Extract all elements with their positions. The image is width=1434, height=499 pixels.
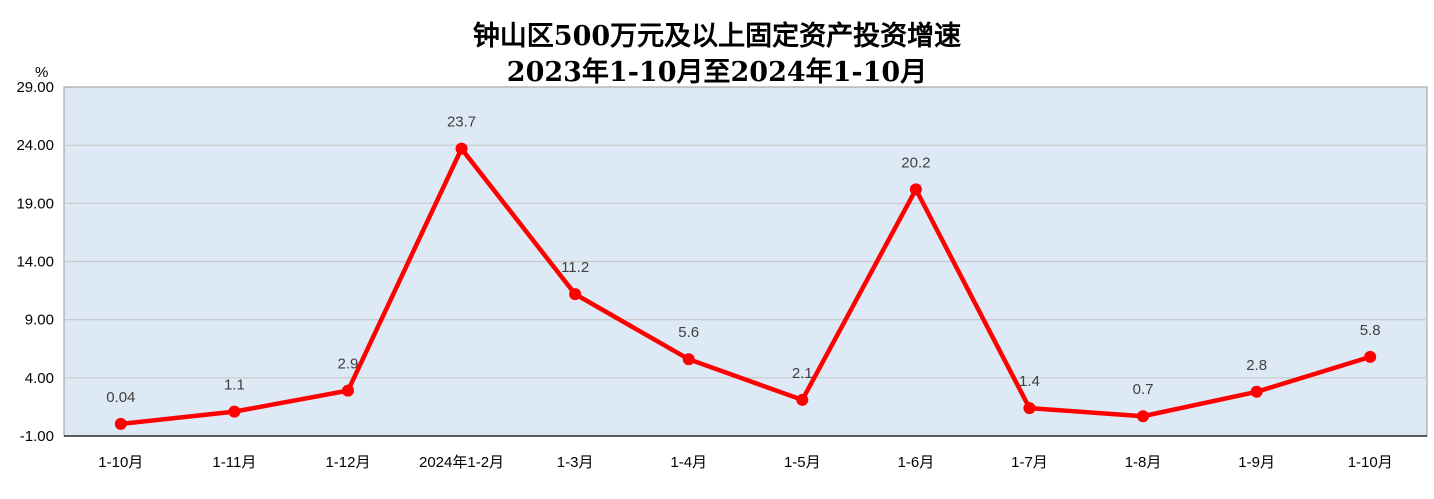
data-point xyxy=(1137,410,1150,423)
x-tick-label: 1-6月 xyxy=(898,454,935,471)
data-label: 5.6 xyxy=(678,324,699,341)
x-tick-label: 1-10月 xyxy=(1348,454,1393,471)
y-tick-label: 9.00 xyxy=(25,312,54,329)
data-label: 5.8 xyxy=(1360,322,1381,339)
x-tick-label: 1-12月 xyxy=(325,454,370,471)
data-point xyxy=(1023,402,1036,415)
y-tick-label: 14.00 xyxy=(16,254,54,271)
y-unit-label: % xyxy=(35,64,48,81)
data-point xyxy=(909,183,922,196)
data-label: 1.1 xyxy=(224,377,245,394)
y-tick-label: 24.00 xyxy=(16,137,54,154)
data-label: 1.4 xyxy=(1019,373,1040,390)
x-tick-label: 1-5月 xyxy=(784,454,821,471)
x-tick-label: 2024年1-2月 xyxy=(419,454,504,471)
x-tick-label: 1-7月 xyxy=(1011,454,1048,471)
x-tick-label: 1-10月 xyxy=(98,454,143,471)
data-point xyxy=(1364,350,1377,363)
data-label: 2.1 xyxy=(792,365,813,382)
x-tick-label: 1-8月 xyxy=(1125,454,1162,471)
data-point xyxy=(228,405,241,418)
data-label: 11.2 xyxy=(561,259,589,276)
y-tick-label: 29.00 xyxy=(16,79,54,96)
x-tick-label: 1-3月 xyxy=(557,454,594,471)
data-point xyxy=(796,393,809,406)
chart-subtitle: 2023年1-10月至2024年1-10月 xyxy=(506,57,928,88)
data-label: 2.8 xyxy=(1246,357,1267,374)
x-tick-label: 1-4月 xyxy=(670,454,707,471)
data-label: 2.9 xyxy=(338,356,359,373)
y-tick-label: -1.00 xyxy=(20,428,54,445)
data-point xyxy=(682,353,695,366)
data-point xyxy=(455,142,468,155)
data-label: 20.2 xyxy=(901,154,930,171)
data-point xyxy=(1250,385,1263,398)
series-line xyxy=(120,144,1371,427)
data-label: 0.04 xyxy=(106,389,135,406)
data-label: 23.7 xyxy=(447,114,476,131)
data-point xyxy=(341,384,354,397)
x-tick-label: 1-11月 xyxy=(212,454,256,471)
data-label: 0.7 xyxy=(1133,381,1154,398)
data-point xyxy=(114,417,127,430)
chart-title: 钟山区500万元及以上固定资产投资增速 xyxy=(472,21,962,52)
data-point xyxy=(569,288,582,301)
y-tick-label: 19.00 xyxy=(16,195,54,212)
x-tick-label: 1-9月 xyxy=(1238,454,1275,471)
y-tick-label: 4.00 xyxy=(25,370,54,387)
